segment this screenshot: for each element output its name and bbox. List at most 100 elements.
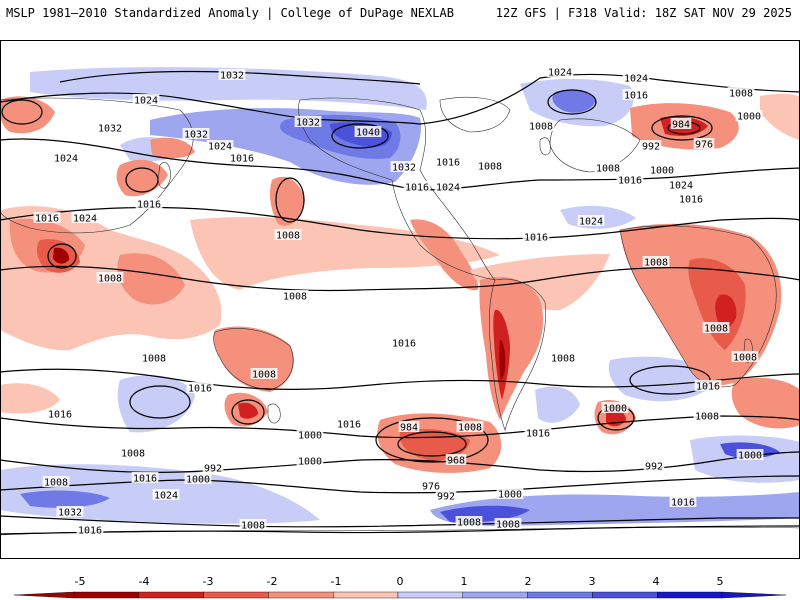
isobar-label-bg bbox=[390, 161, 418, 172]
australia-coast bbox=[213, 328, 294, 391]
anomaly-area-japan-north bbox=[150, 137, 195, 159]
isobar-label-bg bbox=[731, 351, 759, 362]
isobar-label: 1024 bbox=[154, 491, 178, 502]
isobar-label-bg bbox=[420, 480, 442, 491]
isobar-label-bg bbox=[456, 421, 484, 432]
isobar-label: 976 bbox=[695, 140, 713, 151]
isobar-label: 1016 bbox=[230, 154, 254, 165]
colorbar-tick-label: -5 bbox=[75, 575, 86, 588]
anomaly-area-south-atlantic bbox=[535, 386, 580, 423]
colorbar-tick-label: -3 bbox=[203, 575, 214, 588]
isobar-low-south-pacific-984 bbox=[375, 417, 489, 463]
isobar-label: 984 bbox=[400, 423, 418, 434]
isobar-low-tasman bbox=[231, 399, 265, 425]
isobar-low-north-pacific bbox=[275, 177, 305, 223]
isobar-label-bg bbox=[390, 337, 418, 348]
isobar-label: 1008 bbox=[44, 478, 68, 489]
isobar-label-bg bbox=[455, 516, 483, 527]
colorbar-tick-label: 5 bbox=[717, 575, 724, 588]
isobar-high-scandinavia bbox=[547, 89, 597, 115]
colorbar-segment bbox=[333, 591, 399, 599]
isobar-label-bg bbox=[202, 462, 224, 473]
colorbar-segment bbox=[462, 591, 528, 599]
colorbar-ticks: -5 -4 -3 -2 -1 0 1 2 3 4 5 bbox=[75, 575, 724, 588]
isobar-label-bg bbox=[434, 181, 462, 192]
isobar-label-bg bbox=[96, 272, 124, 283]
isobar-label: 1016 bbox=[436, 158, 460, 169]
isobar-low-west-siberia-984 bbox=[651, 115, 713, 141]
isobar-label: 1024 bbox=[54, 154, 78, 165]
colorbar-max-arrow bbox=[721, 591, 787, 599]
isobar-label: 1008 bbox=[496, 520, 520, 531]
anomaly-area-tropical-atlantic bbox=[470, 254, 610, 311]
isobar-label-bg bbox=[132, 94, 160, 105]
isobar-label-bg bbox=[228, 152, 256, 163]
isobar-1032-north-pacific bbox=[59, 71, 421, 85]
isobar-label-bg bbox=[403, 181, 431, 192]
isobar-label: 1000 bbox=[650, 166, 674, 177]
isobar-high-alaska-1040 bbox=[331, 123, 389, 149]
colorbar-min-arrow bbox=[13, 591, 75, 599]
isobar-label-bg bbox=[694, 380, 722, 391]
isobar-label-bg bbox=[476, 160, 504, 171]
isobar-label: 1016 bbox=[48, 410, 72, 421]
isobar-label: 1016 bbox=[133, 474, 157, 485]
anomaly-area-southern-ocean-west-core bbox=[20, 490, 110, 508]
anomaly-area-indian-ocean-west bbox=[0, 383, 60, 414]
isobar-label: 1016 bbox=[35, 214, 59, 225]
isobar-label: 1008 bbox=[121, 449, 145, 460]
map-title: MSLP 1981–2010 Standardized Anomaly | Co… bbox=[6, 6, 454, 20]
isobar-label-bg bbox=[727, 87, 755, 98]
colorbar-tick-label: -4 bbox=[139, 575, 150, 588]
isobar-label: 992 bbox=[645, 462, 663, 473]
isobar-label: 984 bbox=[672, 120, 690, 131]
anomaly-area-andes-core bbox=[499, 340, 506, 380]
isobar-label-bg bbox=[622, 72, 650, 83]
isobar-label-bg bbox=[642, 256, 670, 267]
isobar-label-bg bbox=[131, 472, 159, 483]
colorbar-segments bbox=[13, 591, 787, 599]
antarctica-coast bbox=[0, 526, 800, 536]
colorbar-segment bbox=[138, 591, 204, 599]
colorbar-segment bbox=[268, 591, 334, 599]
isobar-label: 992 bbox=[642, 142, 660, 153]
isobar-label-bg bbox=[140, 352, 168, 363]
isobar-label: 1024 bbox=[548, 68, 572, 79]
anomaly-area-africa-max bbox=[715, 294, 737, 329]
isobar-label-bg bbox=[616, 174, 644, 185]
isobar-label: 1008 bbox=[529, 122, 553, 133]
model-run-info: 12Z GFS | F318 Valid: 18Z SAT NOV 29 202… bbox=[495, 6, 792, 20]
isobar-1016-antarctic bbox=[0, 525, 800, 535]
asia-coast bbox=[0, 97, 194, 234]
isobar-label-bg bbox=[218, 69, 246, 80]
isobar-label-bg bbox=[435, 490, 457, 501]
anomaly-area-south-pacific-west bbox=[117, 375, 195, 433]
isobar-label: 1024 bbox=[669, 181, 693, 192]
isobar-label-bg bbox=[354, 126, 382, 137]
isobar-label: 1016 bbox=[526, 429, 550, 440]
isobar-label-bg bbox=[445, 454, 467, 465]
isobar-label-bg bbox=[52, 152, 80, 163]
anomaly-area-siberia-east bbox=[0, 96, 55, 134]
anomaly-area-antarctic-band bbox=[430, 492, 800, 526]
isobar-low-south-pacific-968 bbox=[397, 431, 467, 457]
isobar-label: 1016 bbox=[524, 233, 548, 244]
isobar-label-bg bbox=[56, 506, 84, 517]
isobar-label: 1016 bbox=[137, 200, 161, 211]
isobar-label: 976 bbox=[422, 482, 440, 493]
isobar-label: 1024 bbox=[436, 183, 460, 194]
isobar-label: 1008 bbox=[98, 274, 122, 285]
isobar-label: 1024 bbox=[624, 74, 648, 85]
isobar-label: 1032 bbox=[98, 124, 122, 135]
isobar-label-bg bbox=[735, 110, 763, 121]
isobar-label-bg bbox=[281, 290, 309, 301]
isobar-label: 1008 bbox=[283, 292, 307, 303]
isobar-label-bg bbox=[250, 368, 278, 379]
isobar-label: 1008 bbox=[241, 521, 265, 532]
colorbar-tick-label: 0 bbox=[397, 575, 404, 588]
isobar-label-bg bbox=[522, 231, 550, 242]
isobar-label-bg bbox=[119, 447, 147, 458]
isobar-label: 1016 bbox=[392, 339, 416, 350]
